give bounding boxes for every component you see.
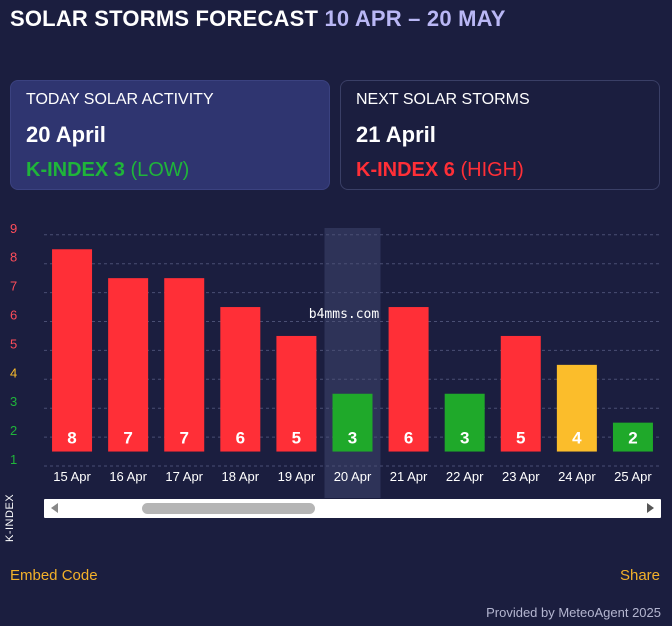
x-tick-label: 20 Apr — [334, 469, 372, 484]
provided-by-text: Provided by MeteoAgent 2025 — [486, 605, 661, 620]
y-tick-label-5: 5 — [10, 336, 17, 351]
bar-value-label: 6 — [236, 429, 245, 448]
bar-value-label: 3 — [348, 429, 357, 448]
today-card-label: TODAY SOLAR ACTIVITY — [26, 91, 214, 108]
next-card-label: NEXT SOLAR STORMS — [356, 91, 530, 108]
bar-19-apr — [276, 335, 317, 452]
x-tick-label: 15 Apr — [53, 469, 91, 484]
next-storms-card: NEXT SOLAR STORMS 21 April K-INDEX 6 (HI… — [340, 80, 660, 190]
scroll-left-icon[interactable] — [51, 503, 58, 513]
x-tick-label: 21 Apr — [390, 469, 428, 484]
bar-22-apr — [444, 393, 485, 452]
bar-value-label: 7 — [123, 429, 132, 448]
bar-16-apr — [108, 278, 149, 452]
y-tick-label-7: 7 — [10, 279, 17, 294]
scroll-right-icon[interactable] — [647, 503, 654, 513]
bar-value-label: 5 — [516, 429, 525, 448]
x-tick-label: 24 Apr — [558, 469, 596, 484]
title-text: SOLAR STORMS FORECAST — [10, 6, 319, 31]
bar-value-label: 6 — [404, 429, 413, 448]
y-tick-label-3: 3 — [10, 394, 17, 409]
bar-15-apr — [52, 249, 93, 452]
bar-24-apr — [556, 364, 597, 452]
bar-21-apr — [388, 307, 429, 452]
today-kindex: K-INDEX 3 (LOW) — [26, 159, 314, 181]
embed-code-link[interactable]: Embed Code — [10, 567, 98, 584]
highlight-column — [324, 228, 381, 498]
bar-value-label: 7 — [179, 429, 188, 448]
bar-value-label: 3 — [460, 429, 469, 448]
y-tick-label-2: 2 — [10, 423, 17, 438]
y-tick-label-1: 1 — [10, 452, 17, 467]
y-axis-title: K-INDEX — [4, 493, 16, 542]
kindex-bar-chart: 1 2 3 4 5 6 7 8 9 8 15 Apr 7 16 Apr 7 17 Apr 6 18 Apr 5 19… — [10, 221, 661, 498]
today-kindex-level: (LOW) — [130, 159, 190, 181]
x-tick-label: 25 Apr — [614, 469, 652, 484]
date-range: 10 APR – 20 MAY — [324, 6, 506, 31]
y-tick-label-6: 6 — [10, 308, 17, 323]
next-card-date: 21 April — [356, 122, 436, 147]
bar-value-label: 4 — [572, 429, 582, 448]
x-tick-label: 17 Apr — [165, 469, 203, 484]
y-tick-label-4: 4 — [10, 365, 17, 380]
x-tick-label: 16 Apr — [109, 469, 147, 484]
today-activity-card: TODAY SOLAR ACTIVITY 20 April K-INDEX 3 … — [10, 80, 330, 190]
x-tick-label: 19 Apr — [278, 469, 316, 484]
next-kindex: K-INDEX 6 (HIGH) — [356, 159, 644, 181]
bar-value-label: 2 — [628, 429, 637, 448]
today-kindex-value: K-INDEX 3 — [26, 159, 125, 181]
bar-20-apr — [332, 393, 373, 452]
bar-value-label: 5 — [292, 429, 301, 448]
scrollbar-thumb[interactable] — [142, 503, 315, 514]
bar-value-label: 8 — [67, 429, 76, 448]
bar-18-apr — [220, 307, 261, 452]
x-tick-label: 18 Apr — [222, 469, 260, 484]
x-tick-label: 22 Apr — [446, 469, 484, 484]
bar-23-apr — [500, 335, 541, 452]
x-tick-label: 23 Apr — [502, 469, 540, 484]
bar-25-apr — [612, 422, 653, 452]
next-kindex-value: K-INDEX 6 — [356, 159, 455, 181]
page-title: SOLAR STORMS FORECAST 10 APR – 20 MAY — [10, 6, 506, 32]
chart-horizontal-scrollbar[interactable] — [44, 499, 661, 518]
y-tick-label-9: 9 — [10, 221, 17, 236]
y-tick-label-8: 8 — [10, 250, 17, 265]
watermark-text: b4mms.com — [309, 307, 380, 322]
today-card-date: 20 April — [26, 122, 106, 147]
next-kindex-level: (HIGH) — [460, 159, 524, 181]
bar-17-apr — [164, 278, 205, 452]
share-link[interactable]: Share — [619, 567, 660, 584]
